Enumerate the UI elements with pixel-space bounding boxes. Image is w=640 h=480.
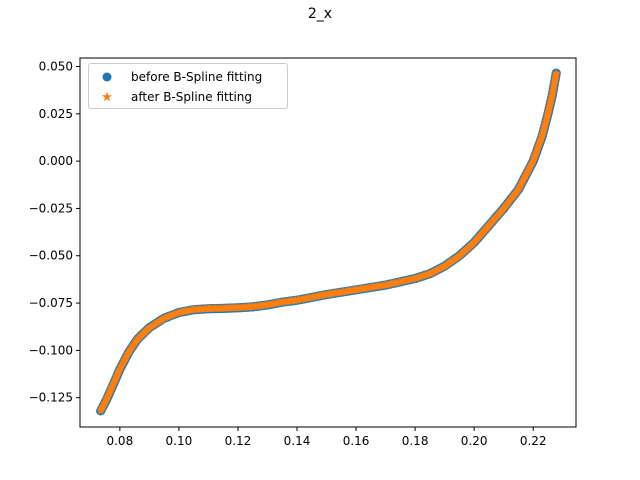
x-tick-label: 0.10 [166, 434, 193, 448]
x-tick-label: 0.08 [106, 434, 133, 448]
x-tick-label: 0.14 [284, 434, 311, 448]
x-tick-label: 0.12 [225, 434, 252, 448]
y-tick-label: −0.025 [29, 201, 73, 215]
circle-marker-icon [89, 71, 125, 83]
series-after-fitting [96, 68, 561, 415]
series-layer [96, 68, 561, 416]
legend-label-before: before B-Spline fitting [131, 70, 263, 84]
x-tick-label: 0.18 [402, 434, 429, 448]
y-axis: 0.050 0.025 0.000 −0.025 −0.050 −0.075 −0.100 −… [29, 60, 80, 405]
x-tick-label: 0.22 [520, 434, 547, 448]
series-before-fitting [96, 68, 561, 416]
chart-title: 2_x [307, 6, 333, 22]
plot-area-frame [79, 57, 577, 428]
data-point-star [552, 68, 561, 77]
y-tick-label: −0.100 [29, 343, 73, 357]
y-tick-label: −0.125 [29, 391, 73, 405]
x-tick-label: 0.20 [461, 434, 488, 448]
legend-entry-after: after B-Spline fitting [89, 88, 252, 106]
legend-label-after: after B-Spline fitting [131, 90, 252, 104]
star-marker-icon [89, 91, 125, 103]
y-tick-label: −0.075 [29, 296, 73, 310]
x-tick-label: 0.16 [343, 434, 370, 448]
y-tick-label: −0.050 [29, 249, 73, 263]
legend: before B-Spline fitting after B-Spline f… [88, 63, 288, 109]
legend-entry-before: before B-Spline fitting [89, 68, 262, 86]
y-tick-label: 0.000 [39, 154, 73, 168]
x-axis: 0.08 0.10 0.12 0.14 0.16 0.18 0.20 0.22 [106, 427, 547, 448]
y-tick-label: 0.050 [39, 60, 73, 74]
y-tick-label: 0.025 [39, 107, 73, 121]
